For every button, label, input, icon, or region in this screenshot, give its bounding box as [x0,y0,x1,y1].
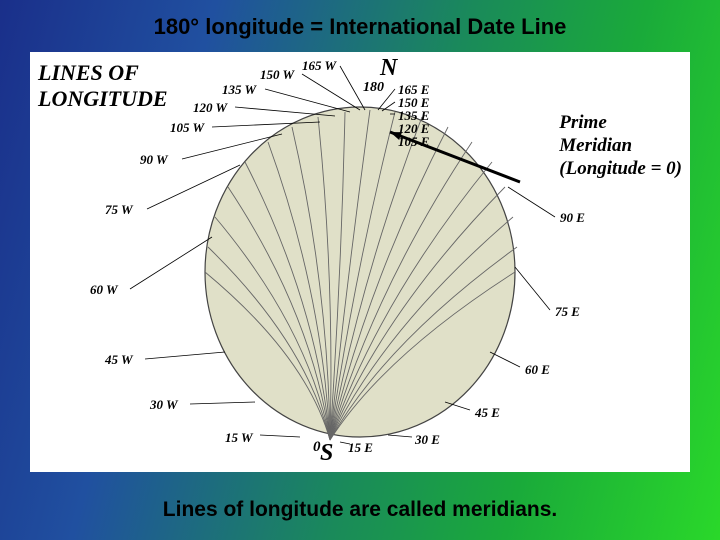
longitude-label-east: 75 E [555,304,580,320]
longitude-diagram: LINES OF LONGITUDE Prime Meridian (Longi… [30,52,690,472]
longitude-label-west: 150 W [260,67,294,83]
bottom-caption: Lines of longitude are called meridians. [0,498,720,522]
longitude-label-west: 30 W [150,397,178,413]
longitude-label-east: 105 E [398,134,429,150]
longitude-label-west: 165 W [302,58,336,74]
longitude-label-west: 135 W [222,82,256,98]
longitude-label-west: 75 W [105,202,133,218]
south-pole-label: S [320,440,333,467]
longitude-label-west: 120 W [193,100,227,116]
label-180: 180 [363,80,384,96]
top-title: 180° longitude = International Date Line [0,0,720,40]
longitude-label-west: 15 W [225,430,253,446]
north-pole-label: N [380,55,397,82]
longitude-label-west: 105 W [170,120,204,136]
longitude-label-east: 60 E [525,362,550,378]
longitude-label-east: 30 E [415,432,440,448]
longitude-label-west: 90 W [140,152,168,168]
longitude-label-west: 45 W [105,352,133,368]
longitude-label-east: 90 E [560,210,585,226]
longitude-label-east: 15 E [348,440,373,456]
longitude-label-west: 60 W [90,282,118,298]
label-0: 0 [313,439,321,456]
longitude-label-east: 45 E [475,405,500,421]
globe-svg [30,52,690,472]
